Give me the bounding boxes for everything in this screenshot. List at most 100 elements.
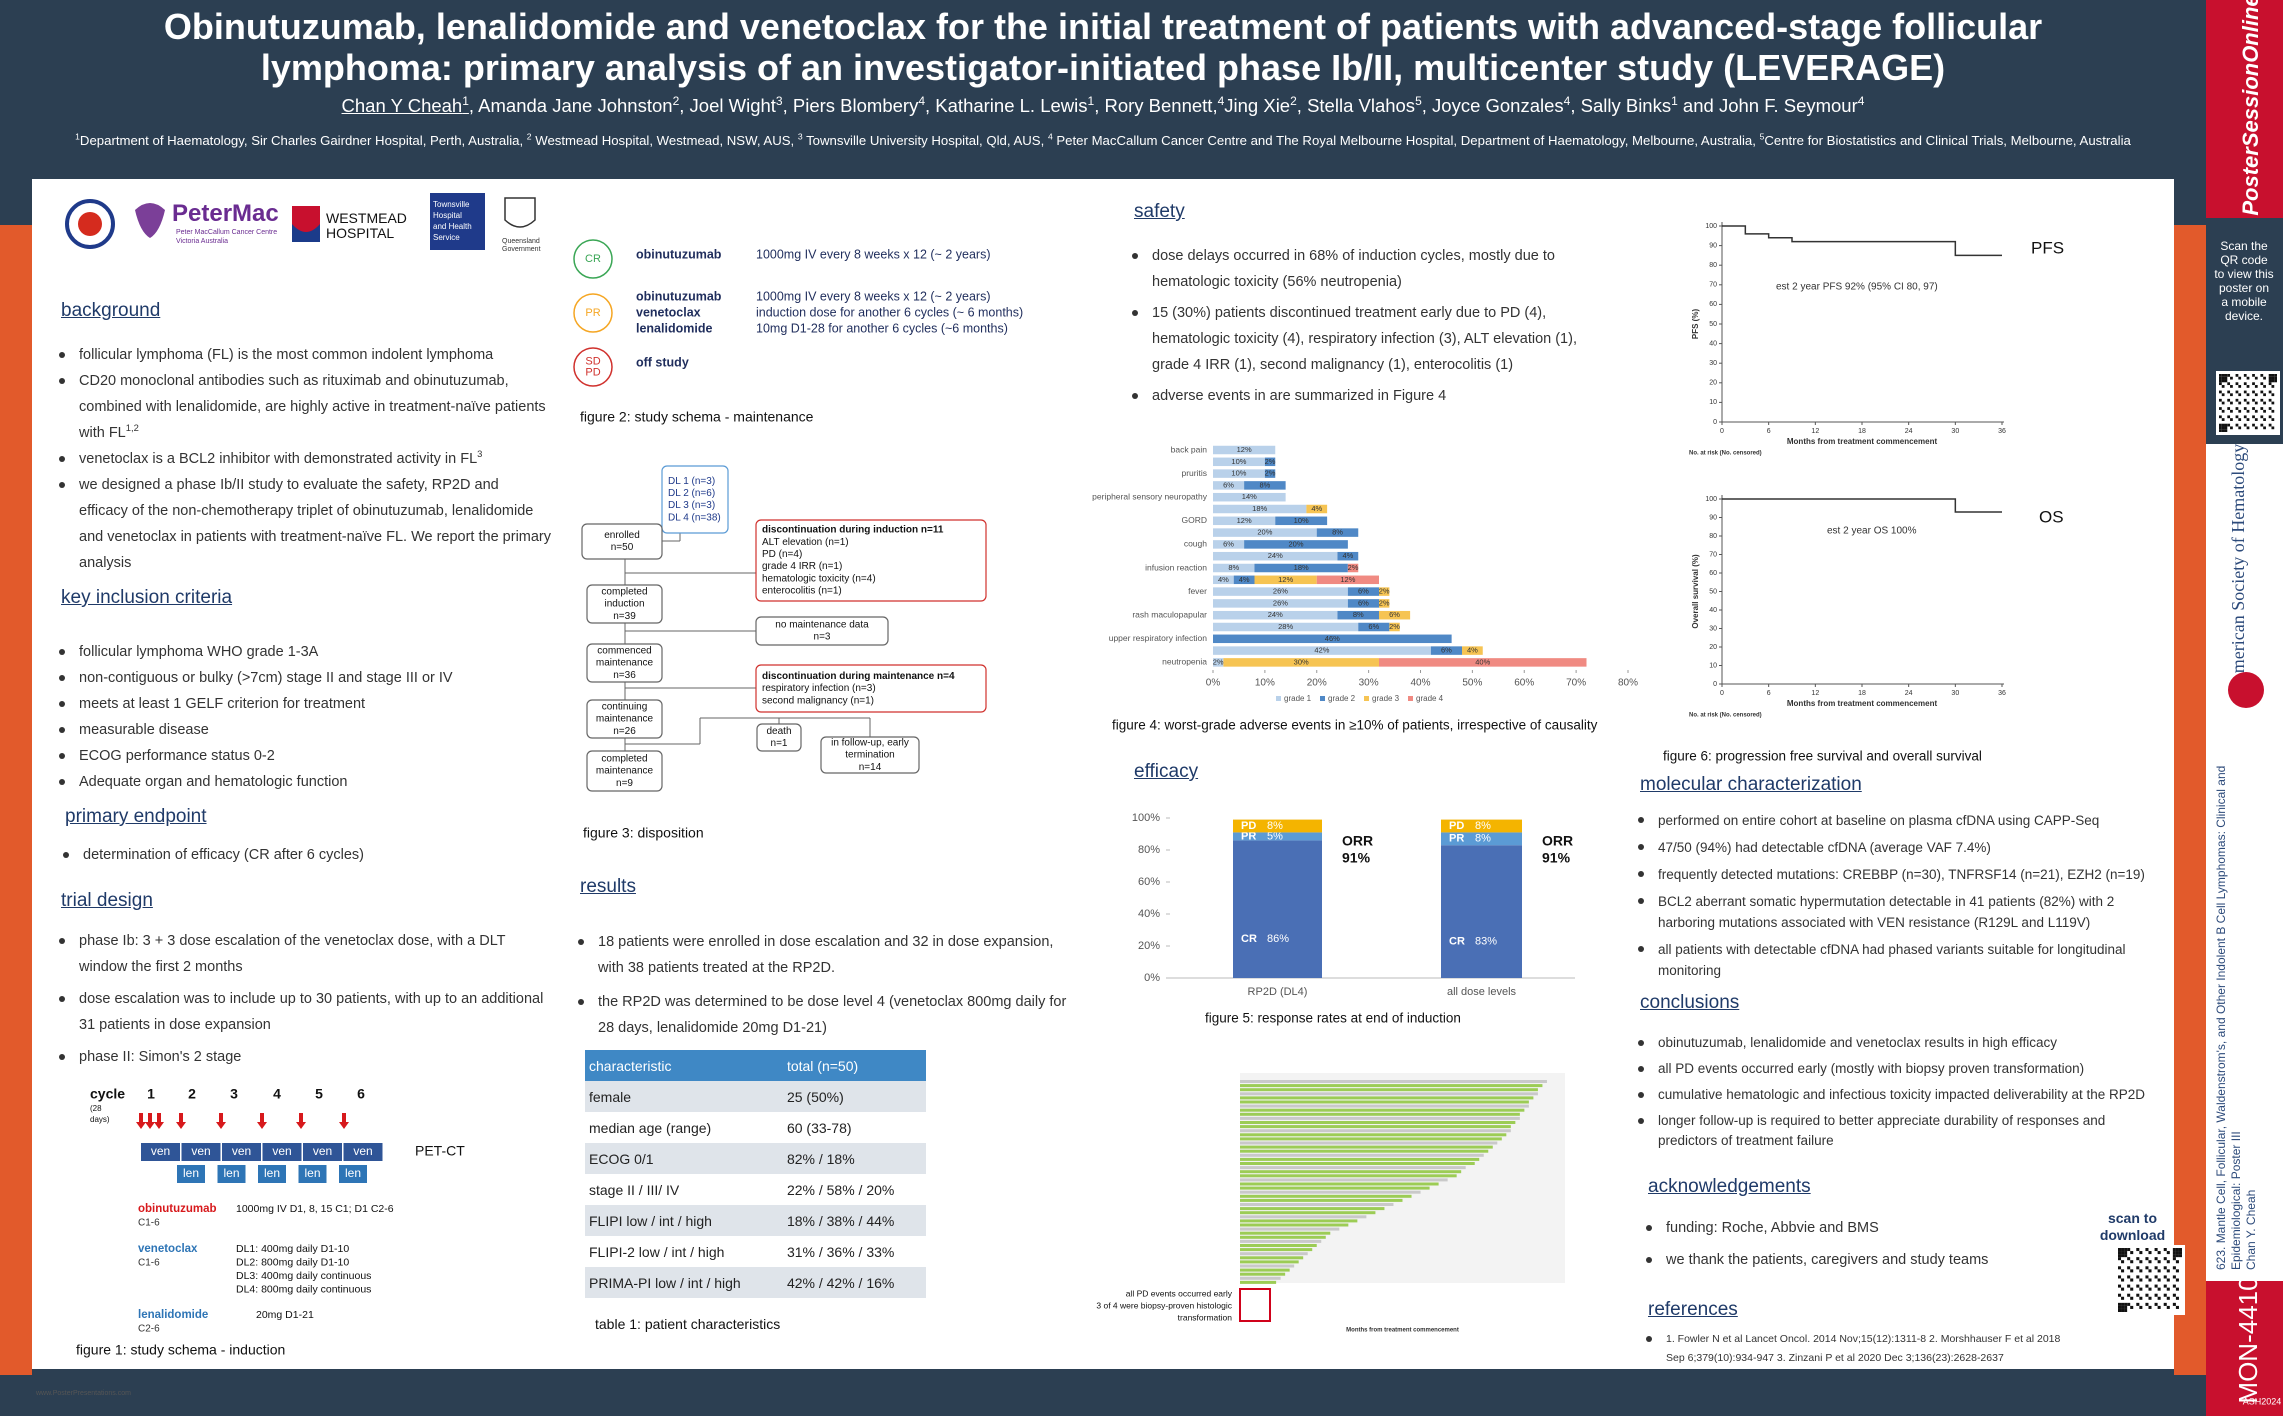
logo-text: and Health <box>433 222 472 231</box>
qr-module <box>2268 379 2272 383</box>
y-tick-label: 0% <box>1144 972 1160 984</box>
flow-text: n=26 <box>613 726 636 737</box>
value-label: 2% <box>1379 587 1390 596</box>
text: performed on entire cohort at baseline o… <box>1658 812 2100 828</box>
bullet: 1. Fowler N et al Lancet Oncol. 2014 Nov… <box>1638 1330 2068 1368</box>
value-label: 8% <box>1259 480 1270 489</box>
qr-module <box>2263 376 2266 380</box>
bullet-list: follicular lymphoma (FL) is the most com… <box>51 342 551 576</box>
caption: figure 1: study schema - induction <box>76 1342 285 1358</box>
qr-module <box>2254 385 2258 388</box>
arrow <box>179 1113 183 1123</box>
bullet-dot <box>1638 871 1644 877</box>
response-badge <box>573 293 613 333</box>
author: , Sally Binks1 <box>1570 95 1677 116</box>
response-badge <box>573 239 613 279</box>
qr-module <box>2145 1257 2149 1261</box>
qr-module <box>2268 415 2272 419</box>
qr-module <box>2118 1302 2122 1306</box>
value-label: 20% <box>1288 539 1303 548</box>
logo-text: Peter MacCallum Cancer Centre <box>176 229 278 236</box>
swimmer-bar <box>1240 1178 1448 1182</box>
series-label: PR <box>1449 833 1464 845</box>
value-label: 12% <box>1237 516 1252 525</box>
logo <box>135 203 165 238</box>
drug-name: venetoclax <box>636 305 701 319</box>
value-label: 20% <box>1257 528 1272 537</box>
qr-module <box>2121 1287 2125 1291</box>
superscript: 3 <box>775 93 783 108</box>
swimmer-bar <box>1240 1088 1538 1092</box>
qr-module <box>2178 1254 2182 1258</box>
swimmer-bar <box>1240 1194 1412 1198</box>
table-cell: FLIPI-2 low / int / high <box>589 1243 725 1260</box>
qr-module <box>2219 423 2222 427</box>
sidebar-bottom <box>2206 1281 2283 1416</box>
bullet-dot <box>59 996 65 1002</box>
superscript: 1 <box>75 131 80 142</box>
arrow <box>339 1122 349 1129</box>
flow-text: n=36 <box>613 670 636 681</box>
qr-module <box>2175 1296 2179 1300</box>
qr-module <box>2227 374 2231 377</box>
qr-module <box>2157 1251 2161 1255</box>
qr-module <box>2163 1293 2167 1297</box>
title: lymphoma: primary analysis of an investi… <box>260 47 1946 88</box>
value-label: 83% <box>1475 936 1497 948</box>
value-label: 6% <box>1358 598 1369 607</box>
text: 1. Fowler N et al Lancet Oncol. 2014 Nov… <box>1666 1332 2061 1364</box>
qr-module <box>2121 1251 2125 1255</box>
flow-text: in follow-up, early <box>831 737 909 748</box>
flow-text: DL 1 (n=3) <box>668 476 715 487</box>
qr-module <box>2230 401 2233 405</box>
text: all PD events occurred early (mostly wit… <box>1658 1061 2085 1076</box>
bar-segment <box>1441 845 1522 978</box>
value-label: 86% <box>1267 933 1289 945</box>
qr-module <box>2221 423 2225 427</box>
y-tick-label: 10 <box>1709 662 1717 669</box>
bar-segment <box>1213 634 1452 644</box>
bar-segment <box>1254 563 1348 573</box>
table-row: FLIPI-2 low / int / high 31% / 36% / 33% <box>585 1236 926 1267</box>
bar-segment <box>1264 457 1276 467</box>
y-tick-label: back pain <box>1171 444 1208 454</box>
swimmer-bar <box>1240 1231 1331 1235</box>
bar-segment <box>1379 658 1587 667</box>
qr-module <box>2127 1257 2131 1261</box>
value-label: 4% <box>1311 504 1322 513</box>
swimmer-bar <box>1240 1244 1317 1247</box>
swimmer-bar <box>1240 1174 1457 1178</box>
logo-text: Townsville <box>433 200 470 209</box>
bullet: measurable disease <box>51 717 551 743</box>
flow-text: DL 3 (n=3) <box>668 500 715 511</box>
survival-curve <box>1722 225 2002 257</box>
drug-dose: 1000mg IV every 8 weeks x 12 (~ 2 years) <box>756 289 991 303</box>
superscript: 2 <box>672 93 680 108</box>
qr-module <box>2224 423 2228 427</box>
qr-note: to view this <box>2214 267 2273 281</box>
x-tick-label: RP2D (DL4) <box>1248 986 1308 998</box>
qr-module <box>2136 1275 2140 1279</box>
legend-label: grade 1 <box>1284 694 1312 703</box>
bullet: dose delays occurred in 68% of induction… <box>1124 243 1604 295</box>
qr-module <box>2230 418 2233 421</box>
caption: figure 3: disposition <box>583 825 704 841</box>
arrow <box>342 1113 346 1123</box>
qr-module <box>2219 390 2222 394</box>
section-heading: key inclusion criteria <box>61 587 233 608</box>
qr-module <box>2166 1278 2170 1282</box>
qr-module <box>2221 401 2225 405</box>
qr-module <box>2243 382 2247 386</box>
x-tick-label: 12 <box>1811 690 1819 697</box>
qr-module <box>2121 1260 2125 1264</box>
bar-segment <box>1379 610 1411 620</box>
orr-label: ORR <box>1542 833 1573 849</box>
qr-module <box>2154 1284 2158 1288</box>
qr-module <box>2136 1248 2140 1252</box>
table-cell: median age (range) <box>589 1119 712 1136</box>
value-label: 18% <box>1294 563 1309 572</box>
flow-box <box>820 736 920 774</box>
flow-text: n=50 <box>611 542 634 553</box>
qr-module <box>2243 407 2247 410</box>
